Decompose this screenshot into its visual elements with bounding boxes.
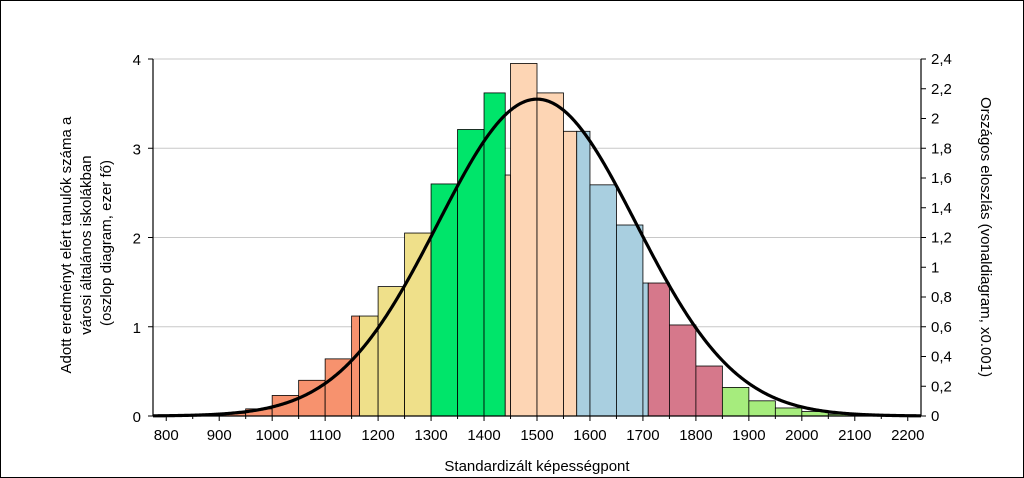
bar-16: [536, 92, 564, 417]
bar-26: [748, 400, 776, 417]
y2-tick-label-6: 1,2: [931, 230, 952, 247]
x-tick-label-6: 1400: [467, 427, 500, 444]
y2-tick-label-0: 0: [931, 408, 939, 425]
bar-14: [504, 174, 511, 417]
y2-tick-label-9: 1,8: [931, 140, 952, 157]
bar-22: [647, 282, 670, 417]
x-tick-label-12: 2000: [785, 427, 818, 444]
y2-tick-label-2: 0,4: [931, 349, 952, 366]
bar-27: [774, 407, 803, 417]
bar-18: [576, 130, 591, 417]
y2-tick-label-4: 0,8: [931, 289, 952, 306]
axes: [148, 58, 926, 421]
x-tick-label-10: 1800: [679, 427, 712, 444]
bar-19: [589, 184, 617, 417]
x-tick-label-0: 800: [154, 427, 179, 444]
y-tick-label-0: 0: [133, 409, 141, 426]
bar-15: [510, 63, 538, 417]
y2-tick-label-12: 2,4: [931, 51, 952, 68]
y2-tick-label-8: 1,6: [931, 170, 952, 187]
tick-labels: 800 900 1000 1100 1200 1300 1400 1500 1600 1700 18…: [133, 51, 952, 444]
bar-24: [695, 365, 723, 417]
x-tick-label-2: 1000: [255, 427, 288, 444]
y-tick-label-1: 1: [133, 320, 141, 337]
distribution-curve-group: [152, 97, 922, 418]
y2-tick-label-10: 2: [931, 111, 939, 128]
bar-13: [483, 92, 506, 417]
x-tick-label-13: 2100: [838, 427, 871, 444]
bar-7: [351, 315, 360, 417]
distribution-curve: [152, 97, 922, 418]
y2-tick-label-11: 2,2: [931, 81, 952, 98]
x-axis-title: Standardizált képességpont: [444, 458, 630, 475]
y2-axis-title: Országos eloszlás (vonaldiagram, x0.001): [977, 97, 994, 377]
y2-tick-label-7: 1,4: [931, 200, 952, 217]
y-tick-label-3: 3: [133, 141, 141, 158]
bar-6: [324, 358, 353, 417]
x-tick-label-3: 1100: [309, 427, 341, 444]
bar-12: [457, 129, 485, 417]
bar-20: [616, 224, 644, 417]
y-axis-title-line-2: városi általános iskolákban: [78, 155, 95, 334]
x-tick-label-14: 2200: [891, 427, 924, 444]
x-tick-label-5: 1300: [414, 427, 447, 444]
bar-25: [721, 387, 750, 417]
y-axis-title: Adott eredményt elért tanulók száma a vá…: [58, 113, 115, 374]
x-tick-label-8: 1600: [573, 427, 606, 444]
x-tick-label-11: 1900: [732, 427, 765, 444]
bar-11: [430, 183, 458, 417]
y-tick-label-4: 4: [133, 52, 141, 69]
y2-tick-label-3: 0,6: [931, 319, 952, 336]
x-tick-label-1: 900: [207, 427, 232, 444]
x-tick-label-7: 1500: [520, 427, 553, 444]
bar-23: [669, 324, 697, 417]
y-axis-title-line-1: Adott eredményt elért tanulók száma a: [58, 116, 75, 373]
x-tick-label-4: 1200: [361, 427, 394, 444]
bars: [165, 63, 882, 417]
y-axis-title-line-3: (oszlop diagram, ezer fő): [98, 160, 115, 326]
y2-tick-label-1: 0,2: [931, 378, 952, 395]
bar-21: [642, 282, 649, 417]
x-tick-label-9: 1700: [626, 427, 659, 444]
bar-17: [563, 130, 578, 417]
y-tick-label-2: 2: [133, 231, 141, 248]
y2-tick-label-5: 1: [931, 259, 939, 276]
